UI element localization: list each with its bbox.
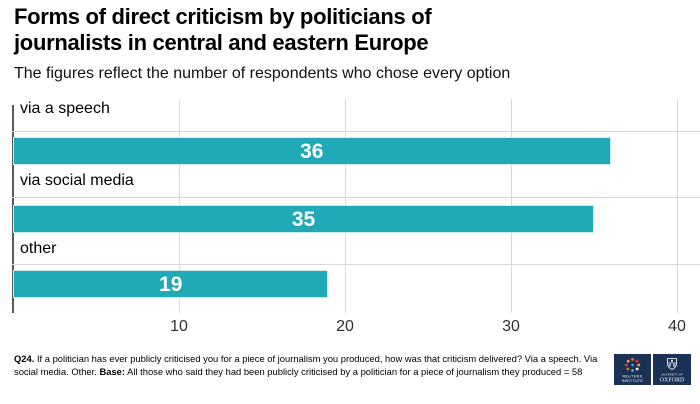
- category-label: via a speech: [20, 100, 110, 117]
- x-tick-label: 10: [170, 318, 188, 335]
- base-text: All those who said they had been publicl…: [127, 365, 583, 377]
- bar: 19: [13, 270, 329, 298]
- row-separator-line: [12, 131, 700, 132]
- x-gridline: [677, 99, 678, 313]
- bar-value-label: 19: [159, 272, 183, 296]
- x-tick-label: 40: [668, 318, 686, 335]
- x-tick-label: 30: [502, 318, 520, 335]
- question-text: If a politician has ever publicly critic…: [14, 353, 598, 377]
- oxford-logo-text-line1: UNIVERSITY OF: [661, 374, 683, 377]
- category-label: other: [20, 240, 57, 257]
- reuters-institute-logo: REUTERS INSTITUTE: [614, 354, 651, 385]
- oxford-university-logo: UNIVERSITY OF OXFORD: [653, 354, 691, 385]
- dotted-circle-icon: [624, 358, 641, 372]
- x-tick-label: 20: [336, 318, 354, 335]
- bar: 35: [13, 205, 594, 233]
- oxford-crest-icon: [667, 358, 677, 370]
- category-label: via social media: [20, 172, 134, 189]
- chart-title: Forms of direct criticism by politicians…: [14, 4, 432, 55]
- bar-value-label: 35: [291, 207, 316, 231]
- base-label: Base:: [99, 365, 126, 377]
- row-separator-line: [12, 197, 700, 198]
- oxford-logo-text-line2: OXFORD: [660, 378, 685, 384]
- bar: 36: [13, 137, 611, 165]
- chart-footnote: Q24. If a politician has ever publicly c…: [14, 353, 606, 379]
- reuters-logo-text-line1: REUTERS: [623, 375, 643, 379]
- question-label: Q24.: [14, 353, 35, 364]
- reuters-logo-text-line2: INSTITUTE: [622, 379, 644, 383]
- bar-value-label: 36: [300, 139, 324, 163]
- chart-subtitle: The figures reflect the number of respon…: [14, 65, 511, 82]
- row-separator-line: [12, 264, 700, 265]
